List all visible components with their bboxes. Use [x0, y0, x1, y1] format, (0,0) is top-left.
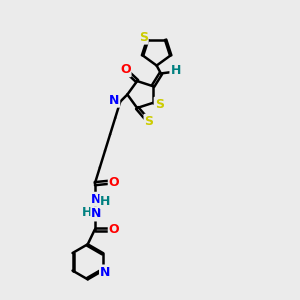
- Text: H: H: [82, 206, 92, 219]
- Text: S: S: [145, 115, 154, 128]
- Text: N: N: [91, 193, 102, 206]
- Text: N: N: [91, 208, 102, 220]
- Text: H: H: [170, 64, 181, 77]
- Text: S: S: [139, 31, 148, 44]
- Text: O: O: [109, 176, 119, 189]
- Text: H: H: [100, 195, 111, 208]
- Text: N: N: [100, 266, 110, 278]
- Text: O: O: [109, 223, 119, 236]
- Text: O: O: [120, 63, 130, 76]
- Text: S: S: [155, 98, 164, 111]
- Text: N: N: [109, 94, 119, 107]
